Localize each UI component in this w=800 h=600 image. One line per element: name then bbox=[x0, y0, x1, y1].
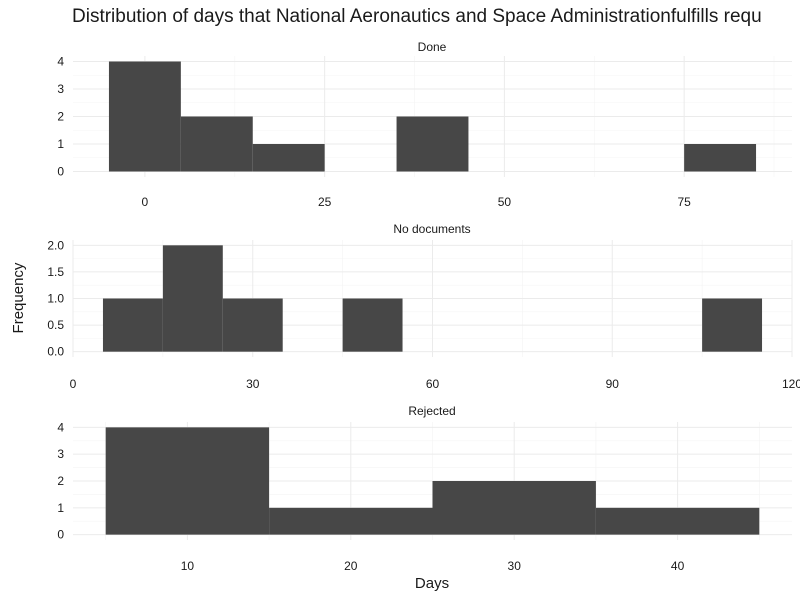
x-tick-label: 25 bbox=[318, 195, 332, 209]
y-tick-label: 3 bbox=[57, 447, 64, 461]
x-tick-label: 60 bbox=[426, 377, 440, 391]
histogram-bar bbox=[269, 507, 433, 535]
y-tick-label: 2 bbox=[57, 110, 64, 124]
y-tick-label: 2 bbox=[57, 474, 64, 488]
histogram-bar bbox=[684, 144, 757, 172]
y-tick-label: 0 bbox=[57, 165, 64, 179]
x-tick-label: 0 bbox=[70, 377, 77, 391]
histogram-bar bbox=[180, 116, 253, 172]
x-axis-title: Days bbox=[415, 575, 449, 592]
facet-strip-rejected: Rejected bbox=[408, 404, 455, 418]
histogram-bar bbox=[432, 481, 596, 535]
x-tick-label: 30 bbox=[246, 377, 260, 391]
histogram-bar bbox=[108, 61, 181, 172]
x-tick-label: 90 bbox=[606, 377, 620, 391]
histogram-bar bbox=[252, 144, 325, 172]
x-tick-label: 120 bbox=[782, 377, 800, 391]
histogram-bar bbox=[342, 298, 403, 352]
x-tick-label: 40 bbox=[671, 559, 685, 573]
histogram-bar bbox=[595, 507, 760, 535]
y-tick-label: 0.5 bbox=[47, 318, 64, 332]
histogram-bar bbox=[396, 116, 469, 172]
y-tick-label: 1.5 bbox=[47, 265, 64, 279]
y-tick-label: 3 bbox=[57, 82, 64, 96]
x-tick-label: 75 bbox=[677, 195, 691, 209]
x-tick-label: 10 bbox=[181, 559, 195, 573]
y-tick-label: 4 bbox=[57, 55, 64, 69]
x-tick-label: 30 bbox=[508, 559, 522, 573]
y-tick-label: 4 bbox=[57, 420, 64, 434]
x-tick-label: 50 bbox=[498, 195, 512, 209]
y-tick-label: 0.0 bbox=[47, 345, 64, 359]
y-tick-label: 2.0 bbox=[47, 238, 64, 252]
y-axis-title: Frequency bbox=[10, 262, 27, 333]
facet-strip-no-documents: No documents bbox=[393, 222, 470, 236]
chart-title: Distribution of days that National Aeron… bbox=[72, 6, 762, 27]
y-tick-label: 0 bbox=[57, 528, 64, 542]
y-tick-label: 1 bbox=[57, 137, 64, 151]
facet-panel-rejected: Rejected 0 1 2 3 4 10 20 30 40 bbox=[57, 404, 792, 573]
y-tick-label: 1 bbox=[57, 501, 64, 515]
histogram-bar bbox=[222, 298, 283, 352]
histogram-bar bbox=[102, 298, 163, 352]
histogram-bar bbox=[702, 298, 763, 352]
facet-panel-no-documents: No documents 0.0 0.5 1.0 1.5 2.0 0 30 60 90 120 bbox=[47, 222, 800, 391]
y-tick-label: 1.0 bbox=[47, 292, 64, 306]
x-tick-label: 0 bbox=[142, 195, 149, 209]
histogram-bar bbox=[105, 427, 270, 535]
x-tick-label: 20 bbox=[344, 559, 358, 573]
histogram-bar bbox=[162, 245, 223, 352]
facet-panel-done: Done 0 1 2 3 4 0 25 50 75 bbox=[57, 40, 792, 209]
facet-strip-done: Done bbox=[418, 40, 447, 54]
